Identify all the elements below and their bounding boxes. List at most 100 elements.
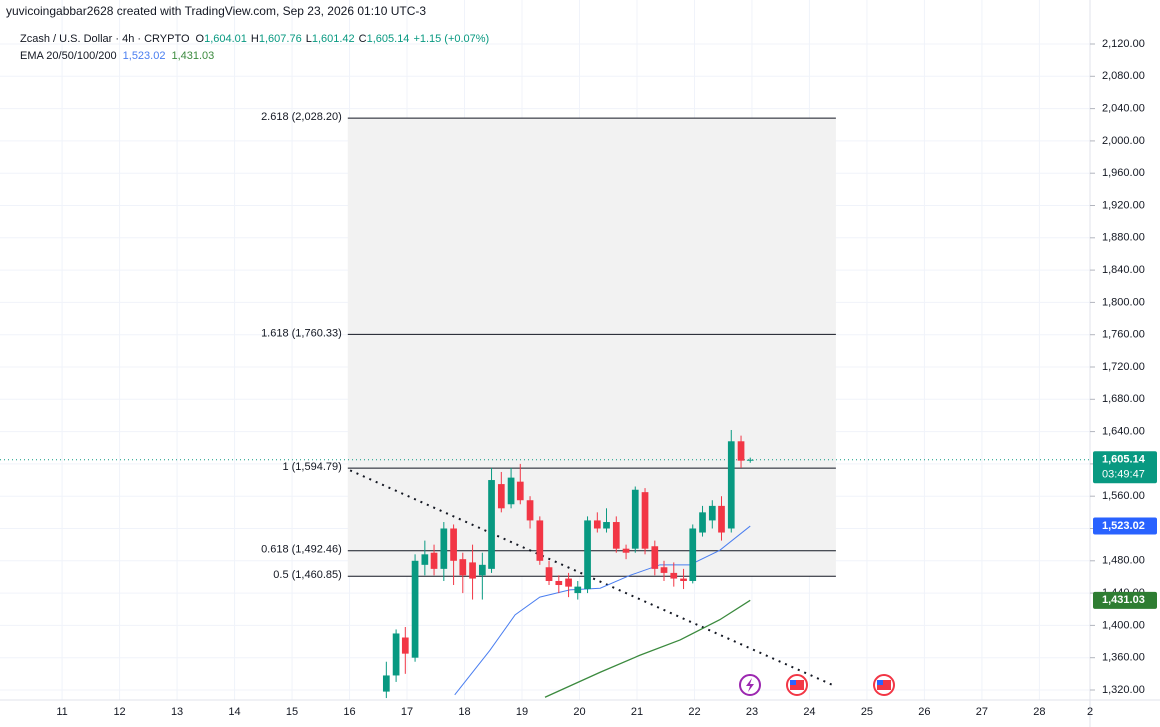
- y-tick-label: 1,400.00: [1102, 619, 1145, 631]
- fib-zone: [347, 118, 836, 577]
- candle-body: [565, 578, 572, 587]
- x-tick-label: 12: [113, 706, 125, 718]
- y-tick-label: 1,360.00: [1102, 652, 1145, 664]
- price-countdown: 03:49:47: [1102, 469, 1145, 481]
- x-tick-label: 16: [343, 706, 355, 718]
- fib-label: 0.618 (1,492.46): [261, 544, 342, 556]
- x-tick-label: 2: [1087, 706, 1093, 718]
- candle-body: [430, 552, 438, 569]
- candle-body: [718, 505, 725, 533]
- y-tick-label: 1,720.00: [1102, 361, 1145, 373]
- candle-body: [737, 441, 745, 461]
- y-tick-label: 1,480.00: [1102, 555, 1145, 567]
- candle-body: [469, 562, 476, 579]
- y-tick-label: 2,080.00: [1102, 70, 1145, 82]
- candle-body: [516, 481, 524, 501]
- flag-glyph: [877, 680, 883, 685]
- ema-line: [544, 599, 751, 698]
- fib-label: 2.618 (2,028.20): [261, 111, 342, 123]
- event-icon-glyph: [746, 678, 754, 692]
- candle-body: [382, 675, 390, 692]
- candle-body: [401, 637, 409, 654]
- legend-value: 1,607.76: [259, 33, 302, 45]
- x-tick-label: 24: [803, 706, 815, 718]
- candle-body: [670, 572, 678, 579]
- y-tick-label: 1,760.00: [1102, 329, 1145, 341]
- ema-name: EMA 20/50/100/200: [20, 50, 117, 62]
- x-tick-label: 27: [976, 706, 988, 718]
- x-tick-label: 26: [918, 706, 930, 718]
- candle-body: [507, 477, 515, 505]
- event-icons: [739, 674, 895, 696]
- y-tick-label: 1,640.00: [1102, 426, 1145, 438]
- fib-label: 0.5 (1,460.85): [273, 569, 342, 581]
- y-tick-label: 2,120.00: [1102, 38, 1145, 50]
- candle-body: [555, 580, 563, 586]
- legend-key: C: [359, 33, 367, 45]
- candle-body: [612, 522, 620, 549]
- candle-body: [440, 528, 448, 569]
- price-label-box: [1093, 517, 1157, 535]
- x-tick-label: 25: [861, 706, 873, 718]
- flag-glyph: [877, 680, 891, 690]
- candle-body: [708, 505, 716, 521]
- fib-label: 1 (1,594.79): [282, 461, 341, 473]
- ema-value: 1,523.02: [123, 50, 166, 62]
- price-label-box: [1093, 451, 1157, 484]
- y-tick-label: 1,960.00: [1102, 167, 1145, 179]
- x-tick-label: 14: [228, 706, 240, 718]
- candle-body: [699, 512, 706, 533]
- axes: 1,320.001,360.001,400.001,440.001,480.00…: [56, 38, 1157, 718]
- y-tick-label: 1,880.00: [1102, 232, 1145, 244]
- legend-change: +1.15: [413, 33, 441, 45]
- fib-label: 1.618 (1,760.33): [261, 327, 342, 339]
- legend-key: O: [196, 33, 205, 45]
- header: yuvicoingabbar2628 created with TradingV…: [6, 4, 426, 18]
- legend-value: 1,601.42: [312, 33, 355, 45]
- candle-body: [421, 554, 429, 565]
- candle-body: [411, 560, 419, 658]
- x-tick-label: 23: [746, 706, 758, 718]
- ema-value: 1,431.03: [171, 50, 214, 62]
- candle-body: [746, 459, 754, 461]
- x-tick-label: 20: [573, 706, 585, 718]
- x-tick-label: 17: [401, 706, 413, 718]
- x-tick-label: 18: [458, 706, 470, 718]
- x-tick-label: 22: [688, 706, 700, 718]
- flag-glyph: [790, 680, 804, 690]
- legend-title: Zcash / U.S. Dollar · 4h · CRYPTO: [20, 33, 190, 45]
- price-label: 1,523.02: [1102, 520, 1145, 532]
- candle-body: [727, 441, 735, 529]
- candle-body: [660, 567, 668, 573]
- legend-key: H: [251, 33, 259, 45]
- candle-body: [545, 567, 553, 581]
- y-tick-label: 1,800.00: [1102, 296, 1145, 308]
- candle-body: [526, 500, 534, 521]
- x-tick-label: 13: [171, 706, 183, 718]
- candle-body: [478, 564, 486, 576]
- y-tick-label: 2,000.00: [1102, 135, 1145, 147]
- candle-body: [497, 484, 505, 509]
- ema-line: [454, 525, 751, 696]
- candle-body: [450, 528, 457, 561]
- legend-key: L: [306, 33, 312, 45]
- candle-body: [584, 520, 591, 590]
- price-label: 1,605.14: [1102, 454, 1146, 466]
- candle-body: [593, 520, 601, 529]
- legend-change-pct: (+0.07%): [444, 33, 489, 45]
- candle-body: [689, 528, 697, 581]
- x-tick-label: 28: [1033, 706, 1045, 718]
- x-tick-label: 11: [56, 706, 67, 718]
- ohlc-legend: Zcash / U.S. Dollar · 4h · CRYPTO O1,604.…: [20, 33, 489, 45]
- x-tick-label: 21: [631, 706, 643, 718]
- candle-body: [631, 489, 639, 549]
- candle-body: [641, 492, 649, 549]
- candle-body: [651, 546, 659, 569]
- y-tick-label: 2,040.00: [1102, 103, 1145, 115]
- candle-body: [392, 633, 400, 676]
- candle-body: [680, 578, 687, 581]
- ema-legend: EMA 20/50/100/200 1,523.02 1,431.03: [20, 50, 214, 62]
- candle-body: [459, 559, 467, 576]
- x-tick-label: 15: [286, 706, 298, 718]
- y-tick-label: 1,840.00: [1102, 264, 1145, 276]
